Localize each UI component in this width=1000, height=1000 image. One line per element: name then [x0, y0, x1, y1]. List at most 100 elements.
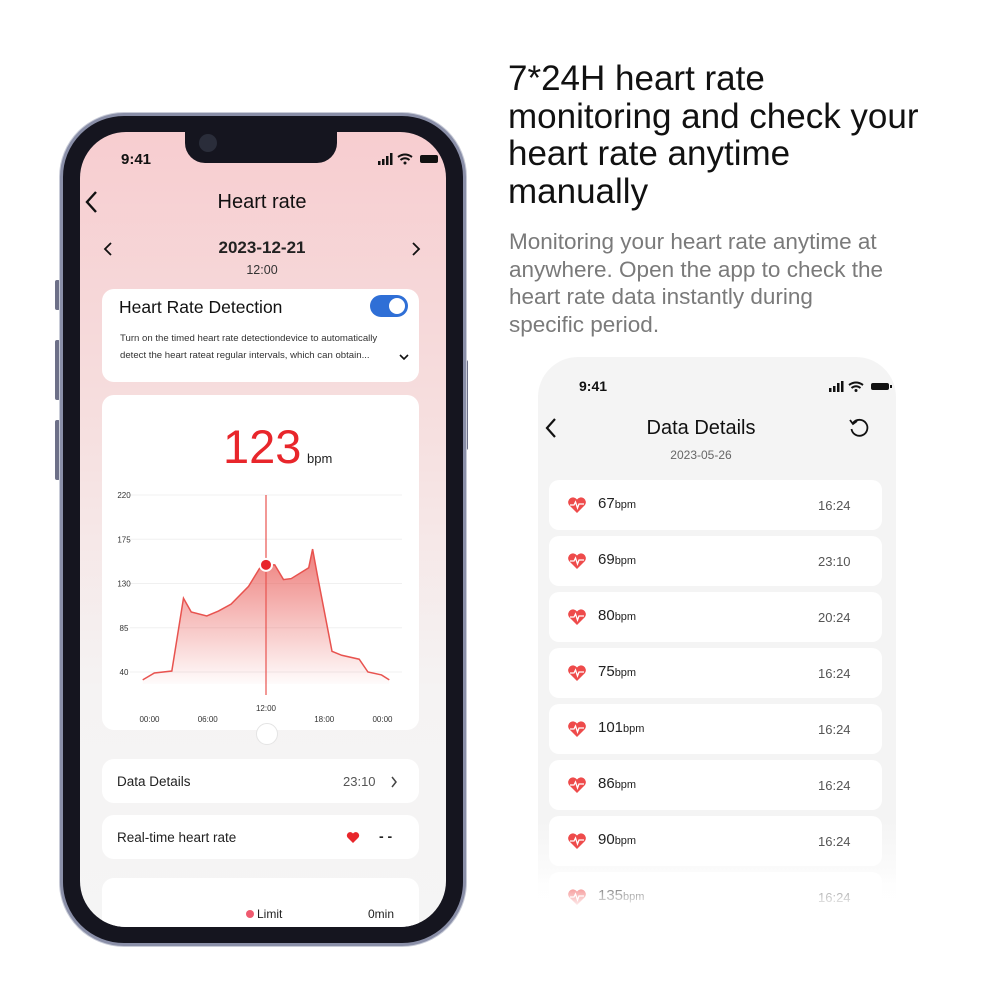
toggle-knob: [389, 298, 405, 314]
camera: [199, 134, 217, 152]
bpm-unit: bpm: [614, 667, 637, 679]
data-details-row[interactable]: Data Details 23:10: [102, 759, 419, 803]
data-details-screen: 9:41 Data Details 2023-05-26 67bpm 16:24…: [538, 357, 896, 922]
headline-line: heart rate anytime: [508, 134, 791, 173]
y-tick-label: 130: [117, 580, 131, 589]
bpm-unit: bpm: [614, 779, 637, 791]
x-tick-label: 18:00: [314, 715, 335, 724]
record-time: 23:10: [818, 554, 851, 569]
bpm-unit: bpm: [614, 555, 637, 567]
page-title: Heart rate: [217, 191, 307, 213]
bpm-number: 86: [598, 775, 615, 792]
status-time: 9:41: [121, 151, 152, 168]
x-tick-label: 00:00: [372, 715, 393, 724]
limit-value: 0min: [368, 907, 395, 921]
bpm-number: 69: [598, 551, 615, 568]
list-item[interactable]: 86bpm 16:24: [549, 760, 882, 810]
bpm-value: 67bpm: [598, 495, 636, 512]
detection-card: Heart Rate Detection Turn on the timed h…: [102, 289, 419, 382]
bpm-number: 101: [598, 719, 624, 736]
list-item[interactable]: 101bpm 16:24: [549, 704, 882, 754]
heart-pulse-icon: [568, 833, 586, 849]
page-title: Data Details: [646, 417, 756, 439]
list-fade: [538, 870, 898, 910]
realtime-row[interactable]: Real-time heart rate - -: [102, 815, 419, 859]
limit-label: Limit: [257, 907, 283, 921]
bpm-value: 90bpm: [598, 831, 636, 848]
subtitle-line: heart rate data instantly during: [509, 284, 813, 310]
subtitle-line: specific period.: [509, 312, 660, 338]
record-time: 20:24: [818, 610, 851, 625]
x-tick-label: 06:00: [198, 715, 219, 724]
time-label: 12:00: [246, 263, 278, 277]
x-tick-label: 00:00: [139, 715, 160, 724]
record-time: 16:24: [818, 778, 851, 793]
phone-side-button: [55, 280, 60, 310]
back-chevron-icon[interactable]: [84, 190, 100, 214]
detection-title: Heart Rate Detection: [119, 297, 283, 317]
detection-desc: Turn on the timed heart rate detectionde…: [120, 333, 378, 344]
subtitle-line: Monitoring your heart rate anytime at: [509, 229, 877, 254]
bpm-number: 90: [598, 831, 615, 848]
headline: 7*24H heart rate monitoring and check yo…: [508, 60, 988, 210]
subtitle-line: anywhere. Open the app to check the: [509, 256, 883, 282]
phone-side-button: [55, 340, 60, 400]
chart-scroll-handle[interactable]: [256, 723, 278, 745]
bpm-value: 75bpm: [598, 663, 636, 680]
y-tick-label: 175: [117, 535, 131, 544]
list-item[interactable]: 67bpm 16:24: [549, 480, 882, 530]
status-icons: [378, 153, 438, 165]
heart-pulse-icon: [568, 497, 586, 513]
phone-side-button: [55, 420, 60, 480]
list-item[interactable]: 90bpm 16:24: [549, 816, 882, 866]
selected-point: [259, 557, 273, 572]
record-time: 16:24: [818, 722, 851, 737]
heart-pulse-icon: [568, 553, 586, 569]
bpm-value: 80bpm: [598, 607, 636, 624]
bpm-unit: bpm: [614, 611, 637, 623]
bpm-unit: bpm: [614, 499, 637, 511]
limit-card: Limit 0min: [102, 878, 419, 927]
current-bpm-value: 123: [223, 420, 302, 473]
heart-icon: [346, 832, 360, 843]
bpm-number: 80: [598, 607, 615, 624]
record-time: 16:24: [818, 666, 851, 681]
bpm-unit: bpm: [307, 451, 333, 466]
subtitle: Monitoring your heart rate anytime at an…: [509, 228, 949, 339]
limit-dot: [246, 910, 254, 918]
bpm-unit: bpm: [614, 835, 637, 847]
date-label: 2023-12-21: [218, 238, 306, 257]
data-details-label: Data Details: [117, 774, 191, 789]
realtime-value: - -: [379, 828, 393, 844]
headline-line: monitoring and check your: [508, 96, 919, 136]
bpm-number: 67: [598, 495, 615, 512]
notch: [185, 132, 337, 163]
bpm-unit: bpm: [623, 723, 645, 735]
bpm-value: 101bpm: [598, 719, 644, 736]
status-time: 9:41: [579, 378, 608, 394]
detection-toggle[interactable]: [370, 295, 408, 317]
list-item[interactable]: 75bpm 16:24: [549, 648, 882, 698]
detection-desc: detect the heart rateat regular interval…: [120, 350, 370, 361]
prev-date-icon[interactable]: [102, 241, 114, 257]
list-item[interactable]: 80bpm 20:24: [549, 592, 882, 642]
refresh-icon[interactable]: [848, 417, 870, 439]
bpm-value: 69bpm: [598, 551, 636, 568]
chevron-right-icon: [391, 776, 397, 788]
list-item[interactable]: 69bpm 23:10: [549, 536, 882, 586]
bpm-value: 86bpm: [598, 775, 636, 792]
record-time: 16:24: [818, 498, 851, 513]
heart-pulse-icon: [568, 721, 586, 737]
headline-line: manually: [508, 171, 649, 211]
date-label: 2023-05-26: [670, 448, 732, 462]
heart-rate-chart[interactable]: 220 175 130 85 40 00:00 06:00 18:00 00:00 12:00: [102, 395, 419, 730]
heart-rate-screen: 9:41 Heart rate 2023-12-21 12:00 Heart R…: [80, 132, 446, 927]
back-chevron-icon[interactable]: [543, 417, 559, 439]
next-date-icon[interactable]: [410, 241, 422, 257]
expand-chevron-icon[interactable]: [398, 353, 410, 361]
heart-pulse-icon: [568, 777, 586, 793]
record-time: 16:24: [818, 834, 851, 849]
y-tick-label: 40: [120, 668, 129, 677]
bpm-number: 75: [598, 663, 615, 680]
data-details-time: 23:10: [343, 774, 376, 789]
